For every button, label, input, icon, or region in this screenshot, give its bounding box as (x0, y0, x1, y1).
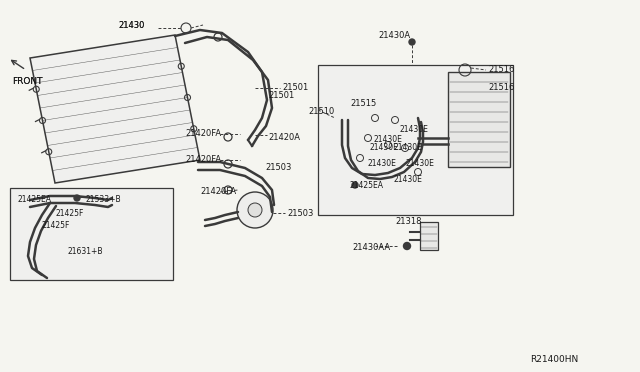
Text: FRONT: FRONT (12, 77, 42, 87)
Text: 21533+B: 21533+B (85, 196, 120, 205)
Text: 21430AA: 21430AA (352, 244, 390, 253)
Text: 21425EA: 21425EA (350, 180, 384, 189)
Polygon shape (30, 35, 200, 183)
Circle shape (74, 195, 80, 201)
Text: 21430E: 21430E (393, 176, 422, 185)
Bar (448, 72, 510, 167)
Text: R21400HN: R21400HN (530, 356, 579, 365)
Circle shape (237, 192, 273, 228)
Circle shape (248, 203, 262, 217)
Bar (318, 65, 513, 215)
Text: 21516: 21516 (488, 83, 515, 92)
Text: 21420FA: 21420FA (185, 129, 221, 138)
Text: 21425F: 21425F (55, 209, 83, 218)
Text: 21430A: 21430A (378, 31, 410, 39)
Text: 21515: 21515 (350, 99, 376, 108)
Text: 21420A: 21420A (268, 134, 300, 142)
Text: 21501: 21501 (268, 90, 294, 99)
Text: 21503: 21503 (265, 164, 291, 173)
Text: 21430E: 21430E (393, 144, 422, 153)
Text: 21430E: 21430E (373, 135, 402, 144)
Text: 21430E: 21430E (405, 158, 434, 167)
Circle shape (409, 39, 415, 45)
Text: 21430E: 21430E (370, 144, 399, 153)
Bar (420, 222, 438, 250)
Text: 21503: 21503 (287, 208, 314, 218)
Circle shape (352, 182, 358, 188)
Text: 21318: 21318 (395, 218, 422, 227)
Circle shape (403, 243, 410, 250)
Text: 21516: 21516 (488, 65, 515, 74)
Text: 21430: 21430 (118, 22, 145, 31)
Text: 21430E: 21430E (400, 125, 429, 135)
Text: 21425F: 21425F (42, 221, 70, 230)
Text: 21510: 21510 (308, 108, 334, 116)
Bar (10, 188, 173, 280)
Text: 21631+B: 21631+B (68, 247, 104, 257)
Text: 21420FA: 21420FA (185, 155, 221, 164)
Text: 21425EA: 21425EA (18, 196, 52, 205)
Text: 21420FA: 21420FA (200, 187, 236, 196)
Text: 21501: 21501 (282, 83, 308, 93)
Text: 21430: 21430 (118, 22, 145, 31)
Text: 21430E: 21430E (368, 158, 397, 167)
Text: FRONT: FRONT (12, 77, 42, 87)
